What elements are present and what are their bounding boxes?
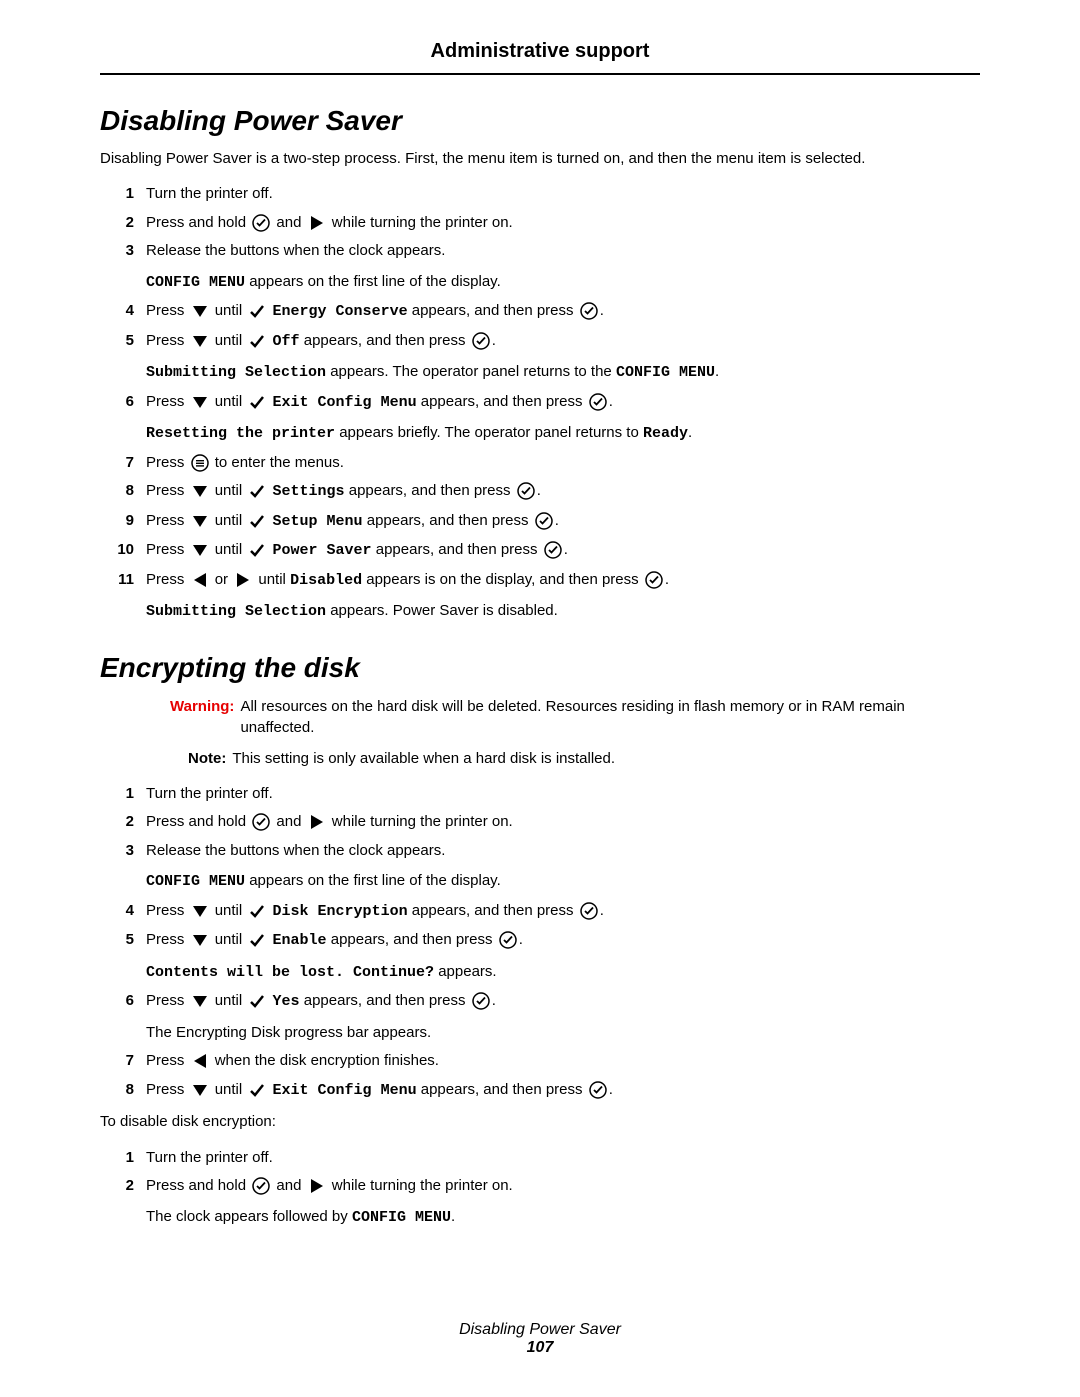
list-item: 7 Press to enter the menus. (100, 452, 980, 475)
check-icon (248, 902, 266, 920)
list-item: 1Turn the printer off. (100, 183, 980, 206)
list-item: 3Release the buttons when the clock appe… (100, 840, 980, 863)
header-rule (100, 73, 980, 75)
down-arrow-icon (191, 393, 209, 411)
list-item: 11 Press or until Disabled appears is on… (100, 569, 980, 593)
list-item: 5 Press until Enable appears, and then p… (100, 929, 980, 953)
check-icon (248, 302, 266, 320)
list-item: 2 Press and hold and while turning the p… (100, 212, 980, 235)
list-item: 5 Press until Off appears, and then pres… (100, 330, 980, 354)
select-icon (472, 992, 490, 1010)
select-icon (589, 393, 607, 411)
left-arrow-icon (191, 571, 209, 589)
header-title: Administrative support (431, 40, 650, 62)
check-icon (248, 992, 266, 1010)
step-subtext: The Encrypting Disk progress bar appears… (146, 1022, 980, 1045)
check-icon (248, 482, 266, 500)
section2-title: Encrypting the disk (100, 652, 980, 684)
step-subtext: The clock appears followed by CONFIG MEN… (146, 1206, 980, 1230)
section1-title: Disabling Power Saver (100, 105, 980, 137)
select-icon (252, 1177, 270, 1195)
right-arrow-icon (308, 214, 326, 232)
list-item: 4 Press until Energy Conserve appears, a… (100, 300, 980, 324)
down-arrow-icon (191, 482, 209, 500)
check-icon (248, 1081, 266, 1099)
step-subtext: Submitting Selection appears. The operat… (146, 361, 980, 385)
step-subtext: CONFIG MENU appears on the first line of… (146, 870, 980, 894)
right-arrow-icon (308, 1177, 326, 1195)
select-icon (580, 902, 598, 920)
down-arrow-icon (191, 931, 209, 949)
disable-intro: To disable disk encryption: (100, 1112, 980, 1132)
right-arrow-icon (308, 813, 326, 831)
select-icon (252, 813, 270, 831)
step-subtext: Submitting Selection appears. Power Save… (146, 600, 980, 624)
select-icon (645, 571, 663, 589)
list-item: 3Release the buttons when the clock appe… (100, 240, 980, 263)
down-arrow-icon (191, 992, 209, 1010)
down-arrow-icon (191, 332, 209, 350)
check-icon (248, 541, 266, 559)
step-subtext: Resetting the printer appears briefly. T… (146, 422, 980, 446)
right-arrow-icon (234, 571, 252, 589)
select-icon (535, 512, 553, 530)
list-item: 6 Press until Yes appears, and then pres… (100, 990, 980, 1014)
menu-icon (191, 454, 209, 472)
section1-steps: 1Turn the printer off. 2 Press and hold … (100, 183, 980, 263)
section2-steps: 4 Press until Disk Encryption appears, a… (100, 900, 980, 953)
down-arrow-icon (191, 512, 209, 530)
step-subtext: CONFIG MENU appears on the first line of… (146, 271, 980, 295)
section2-steps: 7 Press when the disk encryption finishe… (100, 1050, 980, 1102)
check-icon (248, 393, 266, 411)
section2-disable-steps: 1Turn the printer off. 2 Press and hold … (100, 1147, 980, 1198)
list-item: 4 Press until Disk Encryption appears, a… (100, 900, 980, 924)
left-arrow-icon (191, 1052, 209, 1070)
list-item: 10 Press until Power Saver appears, and … (100, 539, 980, 563)
page-header: Administrative support (100, 40, 980, 67)
footer-page: 107 (0, 1339, 1080, 1357)
select-icon (252, 214, 270, 232)
check-icon (248, 931, 266, 949)
check-icon (248, 332, 266, 350)
warning-label: Warning: (170, 696, 240, 738)
page-footer: Disabling Power Saver 107 (0, 1321, 1080, 1357)
list-item: 9 Press until Setup Menu appears, and th… (100, 510, 980, 534)
list-item: 8 Press until Settings appears, and then… (100, 480, 980, 504)
down-arrow-icon (191, 1081, 209, 1099)
select-icon (580, 302, 598, 320)
section2-steps: 6 Press until Yes appears, and then pres… (100, 990, 980, 1014)
list-item: 1Turn the printer off. (100, 783, 980, 806)
warning-text: All resources on the hard disk will be d… (240, 696, 980, 738)
section1-intro: Disabling Power Saver is a two-step proc… (100, 149, 980, 169)
list-item: 2 Press and hold and while turning the p… (100, 811, 980, 834)
select-icon (499, 931, 517, 949)
section1-steps: 7 Press to enter the menus. 8 Press unti… (100, 452, 980, 593)
down-arrow-icon (191, 541, 209, 559)
section2-steps: 1Turn the printer off. 2 Press and hold … (100, 783, 980, 863)
list-item: 1Turn the printer off. (100, 1147, 980, 1170)
list-item: 6 Press until Exit Config Menu appears, … (100, 391, 980, 415)
select-icon (517, 482, 535, 500)
warning-callout: Warning: All resources on the hard disk … (170, 696, 980, 738)
down-arrow-icon (191, 302, 209, 320)
down-arrow-icon (191, 902, 209, 920)
select-icon (589, 1081, 607, 1099)
select-icon (544, 541, 562, 559)
section1-steps: 4 Press until Energy Conserve appears, a… (100, 300, 980, 353)
note-text: This setting is only available when a ha… (232, 748, 615, 769)
select-icon (472, 332, 490, 350)
check-icon (248, 512, 266, 530)
note-callout: Note: This setting is only available whe… (188, 748, 980, 769)
footer-title: Disabling Power Saver (0, 1321, 1080, 1339)
section1-steps: 6 Press until Exit Config Menu appears, … (100, 391, 980, 415)
list-item: 2 Press and hold and while turning the p… (100, 1175, 980, 1198)
list-item: 8 Press until Exit Config Menu appears, … (100, 1079, 980, 1103)
list-item: 7 Press when the disk encryption finishe… (100, 1050, 980, 1073)
note-label: Note: (188, 748, 232, 769)
step-subtext: Contents will be lost. Continue? appears… (146, 961, 980, 985)
page: Administrative support Disabling Power S… (0, 0, 1080, 1397)
